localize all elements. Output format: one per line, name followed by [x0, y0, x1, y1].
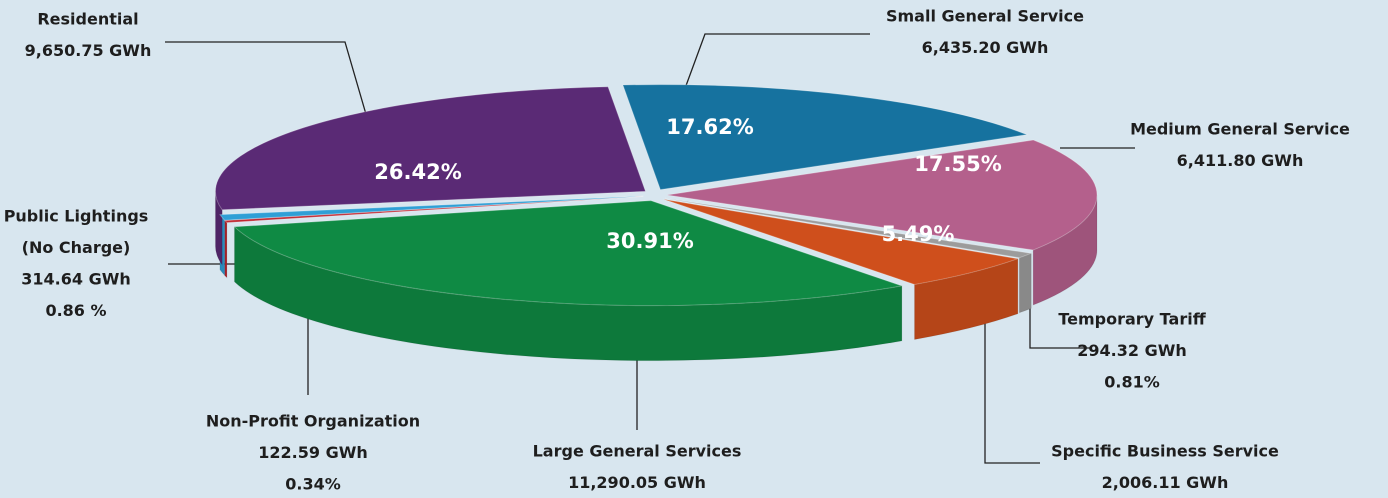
slice — [233, 200, 903, 307]
slice — [663, 198, 1020, 285]
category-label: Specific Business Service — [1051, 442, 1279, 461]
percent-label: 5.49% — [882, 222, 955, 246]
slice — [215, 86, 647, 211]
percent-label: 0.34% — [285, 475, 341, 494]
value-label: 11,290.05 GWh — [568, 473, 706, 492]
category-label: Temporary Tariff — [1058, 310, 1206, 329]
slice — [622, 84, 1029, 191]
category-label: (No Charge) — [22, 238, 131, 257]
percent-label: 0.81% — [1104, 373, 1160, 392]
percent-label: 30.91% — [606, 229, 693, 253]
value-label: 6,435.20 GWh — [922, 38, 1049, 57]
value-label: 2,006.11 GWh — [1102, 473, 1229, 492]
percent-label: 26.42% — [374, 160, 461, 184]
category-label: Public Lightings — [4, 207, 149, 226]
slice-side — [224, 220, 227, 278]
slice — [666, 139, 1098, 251]
slice-side — [234, 226, 902, 361]
slice-side — [215, 191, 223, 265]
percent-label: 17.55% — [914, 152, 1001, 176]
percent-label: 17.62% — [666, 115, 753, 139]
slice — [218, 195, 644, 221]
category-label: Residential — [37, 10, 138, 29]
value-label: 6,411.80 GWh — [1177, 151, 1304, 170]
slice-side — [1019, 253, 1032, 313]
leader-line — [1029, 292, 1090, 349]
slice — [223, 195, 644, 224]
leader-line — [679, 33, 870, 103]
value-label: 9,650.75 GWh — [25, 41, 152, 60]
pie — [214, 84, 1098, 362]
side-shade — [914, 257, 1019, 341]
category-label: Large General Services — [533, 442, 742, 461]
value-label: 122.59 GWh — [258, 443, 367, 462]
category-label: Non-Profit Organization — [206, 412, 420, 431]
leader-line — [984, 305, 1040, 464]
category-label: Medium General Service — [1130, 120, 1350, 139]
category-label: Small General Service — [886, 7, 1084, 26]
value-label: 314.64 GWh — [21, 270, 130, 289]
value-label: 294.32 GWh — [1077, 341, 1186, 360]
side-shade — [1018, 252, 1032, 314]
leader-line — [165, 41, 371, 129]
percent-label: 0.86 % — [45, 301, 106, 320]
slice-side — [1033, 195, 1097, 306]
slice-side — [914, 258, 1018, 340]
slice — [664, 197, 1034, 259]
